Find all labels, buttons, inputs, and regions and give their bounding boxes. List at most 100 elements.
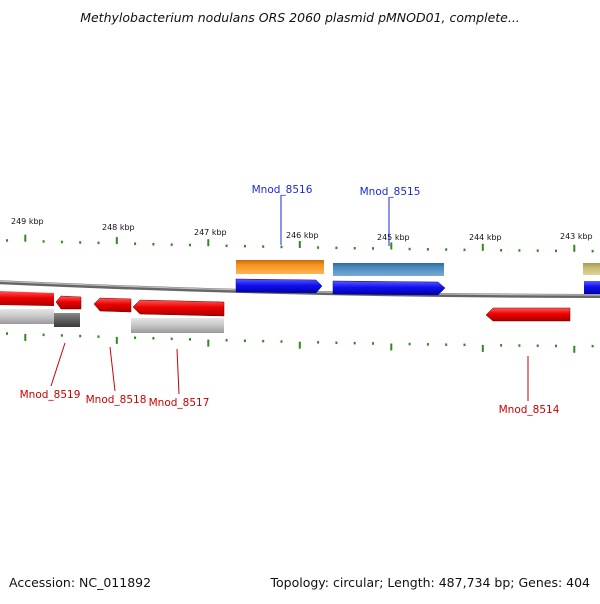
gene-label-mnod-8518[interactable]: Mnod_8518 (86, 394, 147, 406)
minor-tick (335, 246, 338, 250)
minor-tick (408, 342, 411, 346)
minor-tick (225, 244, 228, 248)
minor-tick (317, 341, 320, 344)
minor-tick (372, 247, 374, 250)
gene-arrow-mnod-8516[interactable] (235, 278, 323, 294)
forward-strand-genes (235, 278, 600, 296)
minor-tick (591, 249, 594, 253)
minor-tick (152, 243, 155, 246)
minor-tick (134, 336, 137, 339)
leader-mnod-8518 (109, 346, 116, 392)
gene-arrow-forward-edge[interactable] (584, 281, 600, 294)
category-box-mnod-8519 (54, 313, 80, 327)
minor-tick (280, 245, 283, 249)
leader-mnod-8517 (176, 348, 180, 395)
category-box-mnod-8515 (333, 263, 444, 276)
gene-label-mnod-8517[interactable]: Mnod_8517 (149, 397, 210, 409)
minor-tick (6, 332, 8, 335)
major-tick (298, 341, 301, 349)
gene-labels: Mnod_8516 Mnod_8515 Mnod_8519 Mnod_8518 … (20, 184, 560, 416)
major-tick (481, 344, 484, 352)
reverse-strand-genes (0, 291, 571, 322)
minor-tick (335, 341, 338, 344)
gene-arrow-mnod-8517[interactable] (132, 299, 225, 317)
minor-tick (555, 344, 557, 348)
gene-arrow-mnod-8518[interactable] (93, 297, 132, 313)
minor-tick (243, 339, 246, 342)
minor-tick (97, 241, 100, 245)
tick-label-245kbp: 245 kbp (377, 233, 410, 242)
minor-tick (500, 344, 503, 347)
gene-label-mnod-8519[interactable]: Mnod_8519 (20, 389, 81, 401)
category-box-mnod-8517 (131, 318, 224, 333)
outer-tick-ring (6, 234, 594, 253)
genome-summary: Topology: circular; Length: 487,734 bp; … (270, 575, 591, 590)
minor-tick (42, 333, 45, 337)
minor-tick (170, 243, 173, 246)
category-box-mnod-8516 (236, 260, 324, 274)
minor-tick (262, 339, 265, 343)
minor-tick (536, 249, 539, 252)
tick-label-244kbp: 244 kbp (469, 233, 502, 242)
minor-tick (97, 335, 100, 338)
major-tick (390, 343, 393, 351)
leader-mnod-8519 (50, 342, 66, 387)
minor-tick (60, 240, 63, 244)
label-leaders (50, 196, 529, 401)
minor-tick (445, 343, 448, 346)
minor-tick (6, 239, 8, 242)
gene-arrow-mnod-8514[interactable] (485, 307, 571, 322)
minor-tick (152, 337, 155, 340)
minor-tick (317, 246, 320, 249)
major-tick (573, 244, 576, 252)
minor-tick (555, 249, 557, 253)
gene-arrow-mnod-8515[interactable] (332, 280, 446, 296)
gene-arrow-mnod-8519[interactable] (55, 295, 82, 310)
minor-tick (134, 242, 137, 245)
minor-tick (60, 334, 63, 337)
minor-tick (445, 248, 448, 251)
minor-tick (500, 249, 503, 252)
reverse-category-boxes (0, 309, 224, 333)
major-tick (24, 333, 27, 341)
minor-tick (518, 344, 521, 347)
gene-arrow-reverse-edge[interactable] (0, 291, 54, 306)
minor-tick (372, 342, 374, 345)
minor-tick (280, 340, 283, 343)
major-tick (481, 243, 484, 251)
minor-tick (426, 248, 429, 251)
minor-tick (518, 249, 521, 252)
minor-tick (408, 247, 411, 251)
tick-label-246kbp: 246 kbp (286, 231, 319, 240)
gene-label-mnod-8516[interactable]: Mnod_8516 (252, 184, 313, 196)
gene-label-mnod-8515[interactable]: Mnod_8515 (360, 186, 421, 198)
major-tick (115, 237, 118, 245)
minor-tick (189, 243, 191, 247)
inner-tick-ring (6, 332, 594, 353)
minor-tick (353, 247, 356, 250)
minor-tick (353, 341, 356, 345)
tick-label-249kbp: 249 kbp (11, 217, 44, 226)
minor-tick (189, 338, 191, 341)
major-tick (298, 241, 301, 248)
tick-label-247kbp: 247 kbp (194, 228, 227, 237)
tick-label-243kbp: 243 kbp (560, 232, 593, 241)
accession-label: Accession: NC_011892 (9, 575, 152, 590)
minor-tick (42, 240, 45, 243)
major-tick (573, 345, 576, 353)
tick-labels: 249 kbp 248 kbp 247 kbp 246 kbp 245 kbp … (11, 217, 593, 242)
category-box-reverse-edge (0, 309, 54, 324)
minor-tick (225, 339, 228, 342)
major-tick (207, 339, 210, 347)
minor-tick (262, 245, 265, 248)
gene-label-mnod-8514[interactable]: Mnod_8514 (499, 404, 560, 416)
major-tick (115, 336, 118, 344)
category-box-edge (583, 263, 600, 275)
map-title: Methylobacterium nodulans ORS 2060 plasm… (80, 10, 520, 25)
minor-tick (79, 241, 82, 244)
minor-tick (243, 244, 246, 248)
minor-tick (536, 344, 539, 347)
minor-tick (591, 344, 594, 348)
